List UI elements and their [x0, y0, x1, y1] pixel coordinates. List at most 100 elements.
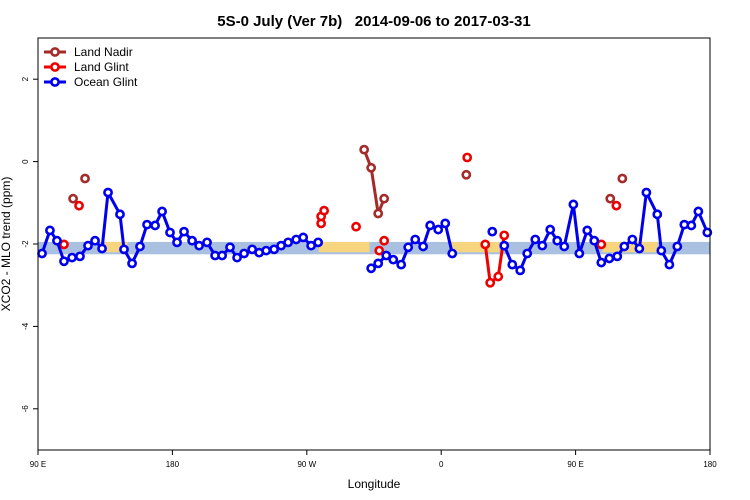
data-point: [379, 235, 390, 246]
x-tick-label: 90 E: [567, 460, 583, 469]
data-point: [462, 152, 473, 163]
data-point: [461, 169, 472, 180]
data-point: [68, 193, 78, 204]
data-point: [313, 237, 324, 248]
data-point: [522, 248, 533, 259]
data-point: [515, 265, 526, 276]
data-point: [90, 235, 100, 246]
data-point: [381, 250, 392, 261]
reference-band: [602, 241, 658, 253]
data-point: [568, 199, 579, 210]
reference-band: [451, 241, 500, 253]
data-point: [283, 237, 294, 248]
data-point: [172, 237, 182, 248]
data-point: [379, 193, 390, 204]
data-point: [366, 162, 377, 173]
data-point: [59, 239, 69, 250]
data-point: [480, 239, 491, 250]
legend-label: Ocean Glint: [74, 75, 138, 89]
legend-marker: [50, 77, 60, 87]
data-point: [589, 235, 600, 246]
x-tick-label: 180: [166, 460, 180, 469]
data-point: [269, 244, 279, 255]
data-point: [75, 251, 85, 262]
data-point: [115, 209, 125, 220]
y-tick-label: 0: [21, 159, 30, 164]
data-point: [80, 173, 90, 184]
data-point: [127, 258, 137, 269]
data-point: [52, 235, 62, 246]
data-point: [194, 240, 205, 251]
reference-band: [318, 241, 370, 253]
data-point: [656, 245, 667, 256]
data-point: [418, 241, 429, 252]
x-tick-label: 0: [439, 460, 444, 469]
data-point: [611, 200, 622, 211]
data-point: [440, 218, 451, 229]
data-point: [366, 263, 377, 274]
plot-area: [37, 144, 713, 288]
data-point: [499, 240, 510, 251]
data-point: [596, 239, 607, 250]
data-point: [74, 200, 84, 211]
data-point: [582, 225, 593, 236]
data-point: [612, 251, 623, 262]
data-point: [702, 227, 713, 238]
data-point: [239, 248, 249, 259]
y-tick-label: -6: [21, 405, 30, 413]
data-point: [135, 241, 145, 252]
series-line: [364, 150, 622, 214]
data-point: [373, 208, 384, 219]
data-point: [225, 242, 235, 253]
data-point: [319, 205, 330, 216]
data-point: [693, 206, 704, 217]
x-tick-label: 90 W: [297, 460, 316, 469]
data-point: [530, 234, 541, 245]
data-point: [425, 220, 436, 231]
data-point: [605, 193, 616, 204]
data-point: [485, 277, 496, 288]
legend-marker: [50, 62, 60, 72]
data-point: [627, 234, 638, 245]
data-point: [499, 230, 510, 241]
data-point: [157, 206, 167, 217]
data-point: [447, 248, 458, 259]
x-tick-label: 90 E: [30, 460, 46, 469]
data-point: [559, 241, 570, 252]
data-point: [150, 220, 160, 231]
data-point: [537, 240, 548, 251]
data-point: [45, 225, 55, 236]
data-point: [67, 252, 77, 263]
data-point: [672, 241, 683, 252]
data-point: [374, 245, 385, 256]
data-point: [619, 241, 630, 252]
data-point: [351, 221, 361, 232]
data-point: [433, 224, 444, 235]
data-point: [103, 187, 113, 198]
data-point: [217, 250, 228, 261]
x-tick-label: 180: [703, 460, 717, 469]
data-point: [686, 220, 697, 231]
data-point: [388, 254, 399, 265]
data-point: [97, 243, 107, 254]
data-point: [83, 240, 93, 251]
data-point: [545, 224, 556, 235]
legend-marker: [50, 47, 60, 57]
data-point: [396, 259, 407, 270]
data-point: [410, 234, 421, 245]
data-point: [604, 253, 615, 264]
data-point: [202, 237, 212, 248]
data-point: [552, 235, 563, 246]
data-point: [664, 259, 675, 270]
data-point: [232, 252, 242, 263]
data-point: [634, 243, 645, 254]
data-point: [493, 271, 504, 282]
reference-band: [105, 241, 128, 253]
data-point: [574, 248, 585, 259]
y-tick-label: -2: [21, 240, 30, 248]
y-axis-label: XCO2 - MLO trend (ppm): [0, 177, 13, 312]
data-point: [261, 245, 272, 256]
data-point: [165, 227, 175, 238]
data-point: [187, 235, 198, 246]
